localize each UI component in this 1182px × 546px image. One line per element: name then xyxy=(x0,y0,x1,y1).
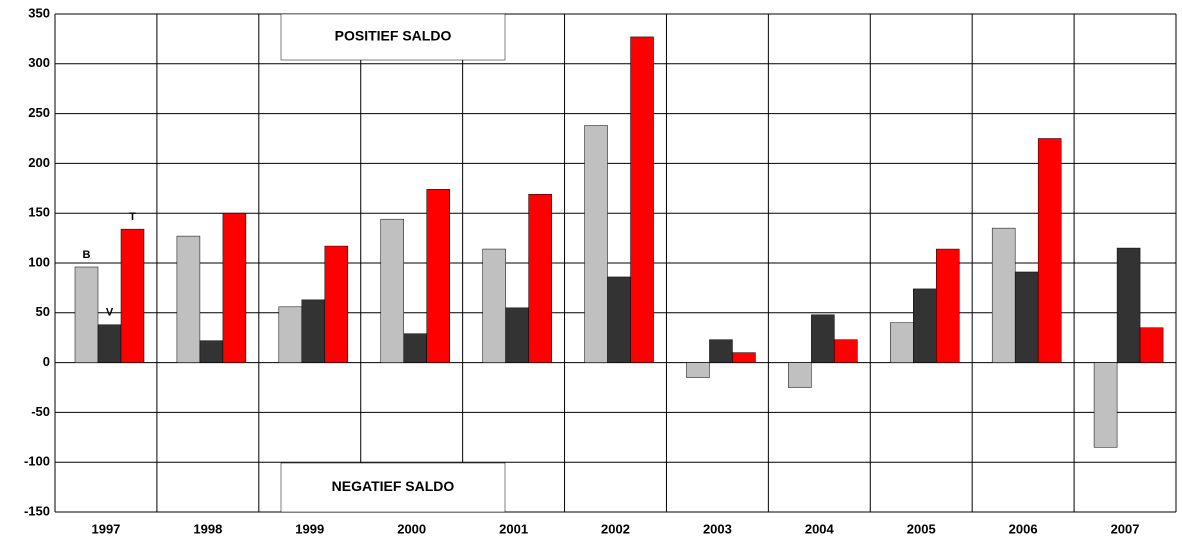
bar xyxy=(426,189,450,363)
x-tick-label: 2006 xyxy=(1009,521,1038,536)
annotation: POSITIEF SALDO xyxy=(335,28,452,44)
y-tick-label: -150 xyxy=(24,503,50,518)
y-tick-label: 150 xyxy=(28,205,50,220)
bar xyxy=(199,340,224,363)
y-tick-label: 100 xyxy=(28,254,50,269)
y-tick-label: 200 xyxy=(28,155,50,170)
y-tick-label: 0 xyxy=(43,354,50,369)
x-tick-label: 2002 xyxy=(601,521,630,536)
bar xyxy=(890,322,914,363)
y-tick-label: -100 xyxy=(24,454,50,469)
bar xyxy=(811,314,835,363)
bar xyxy=(788,362,812,388)
series-label: B xyxy=(83,249,91,261)
bar xyxy=(380,218,404,363)
x-tick-label: 2003 xyxy=(703,521,732,536)
bar xyxy=(936,248,960,363)
bar xyxy=(528,194,552,363)
y-tick-label: 350 xyxy=(28,5,50,20)
bar xyxy=(686,362,710,378)
bar xyxy=(74,266,99,363)
annotation-box xyxy=(280,462,506,513)
bar xyxy=(301,299,326,363)
bar xyxy=(176,235,201,363)
annotation-box xyxy=(280,13,506,61)
bar xyxy=(324,245,349,363)
bar xyxy=(1037,138,1062,363)
bar xyxy=(97,324,122,363)
bar xyxy=(732,352,756,363)
bar xyxy=(505,307,529,363)
x-tick-label: 1998 xyxy=(193,521,222,536)
bar xyxy=(1014,271,1039,363)
bar xyxy=(1139,327,1164,363)
bar xyxy=(403,333,427,363)
bar xyxy=(991,227,1016,363)
bar xyxy=(222,212,247,363)
bar xyxy=(482,248,506,363)
y-tick-label: 50 xyxy=(36,304,50,319)
y-tick-label: -50 xyxy=(31,404,50,419)
series-label: T xyxy=(129,211,136,223)
bar xyxy=(630,36,654,363)
x-tick-label: 1999 xyxy=(295,521,324,536)
bar xyxy=(120,228,145,363)
y-tick-label: 300 xyxy=(28,55,50,70)
x-tick-label: 2001 xyxy=(499,521,528,536)
bar xyxy=(709,339,733,363)
x-tick-label: 1997 xyxy=(91,521,120,536)
bar xyxy=(607,276,631,363)
x-tick-label: 2005 xyxy=(907,521,936,536)
x-tick-label: 2007 xyxy=(1111,521,1140,536)
bar xyxy=(1093,362,1118,448)
bar xyxy=(834,339,858,363)
bar xyxy=(913,288,937,363)
series-label: V xyxy=(106,307,114,319)
x-tick-label: 2004 xyxy=(805,521,835,536)
y-tick-label: 250 xyxy=(28,105,50,120)
annotation: NEGATIEF SALDO xyxy=(332,478,455,494)
bar xyxy=(1116,247,1141,363)
x-tick-label: 2000 xyxy=(397,521,426,536)
bar xyxy=(278,306,303,363)
bar xyxy=(584,125,608,363)
